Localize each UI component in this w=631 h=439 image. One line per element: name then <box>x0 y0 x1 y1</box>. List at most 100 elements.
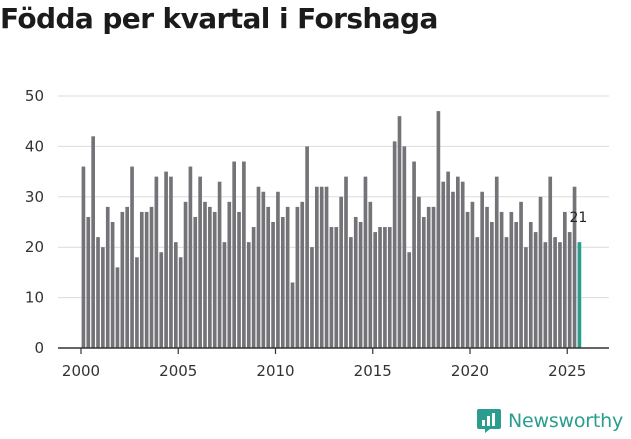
bar <box>203 201 207 348</box>
bar <box>387 227 392 348</box>
bar-latest <box>577 242 582 348</box>
brand-name: Newsworthy <box>508 410 624 432</box>
bar <box>120 211 125 348</box>
bar <box>91 136 95 348</box>
y-tick-label: 0 <box>34 339 44 357</box>
chart-title: Födda per kvartal i Forshaga <box>0 2 438 35</box>
x-axis: 2000 2005 2010 2015 2020 2025 <box>58 347 609 380</box>
bar <box>553 237 557 348</box>
bar <box>538 196 543 348</box>
bar <box>499 211 504 348</box>
bar <box>436 111 441 349</box>
bar <box>173 242 178 348</box>
bar <box>178 257 183 348</box>
bar <box>558 242 562 348</box>
bar <box>460 181 465 348</box>
x-tick-label: 2025 <box>548 362 586 380</box>
y-tick-label: 50 <box>25 87 44 105</box>
x-tick-label: 2015 <box>354 362 392 380</box>
bar <box>441 181 446 348</box>
bars <box>81 111 582 349</box>
bar <box>169 176 173 348</box>
bar <box>480 191 484 348</box>
bar <box>315 186 319 348</box>
bar <box>295 206 300 348</box>
bar <box>334 227 339 348</box>
bar <box>246 242 251 348</box>
bar <box>125 206 130 348</box>
bar <box>139 211 144 348</box>
bar <box>402 146 407 348</box>
bar <box>319 186 324 348</box>
bar <box>431 206 436 348</box>
x-tick-label: 2000 <box>62 362 100 380</box>
bar <box>271 222 275 348</box>
bar <box>256 186 261 348</box>
bar <box>567 232 572 348</box>
bar <box>237 211 241 348</box>
x-tick-label: 2010 <box>256 362 294 380</box>
bar <box>222 242 227 348</box>
bar <box>465 211 470 348</box>
y-tick-label: 10 <box>25 289 44 307</box>
bar <box>276 191 280 348</box>
bar <box>412 161 416 348</box>
bar <box>144 211 149 348</box>
data-labels: 21 <box>569 210 587 226</box>
bar <box>548 176 553 348</box>
bar <box>490 222 494 348</box>
bar <box>397 116 402 348</box>
bar <box>373 232 378 348</box>
bar <box>378 227 382 348</box>
bar <box>383 227 387 348</box>
bar <box>324 186 329 348</box>
bar <box>285 206 290 348</box>
bar <box>485 206 489 348</box>
bar <box>300 201 305 348</box>
bar <box>426 206 431 348</box>
bar <box>242 161 246 348</box>
bar <box>562 211 567 348</box>
bar <box>344 176 348 348</box>
latest-value-label: 21 <box>569 210 587 226</box>
x-tick-label: 2005 <box>159 362 197 380</box>
bar <box>217 181 222 348</box>
bar <box>504 237 509 348</box>
bar <box>227 201 232 348</box>
brand: Newsworthy <box>476 408 623 434</box>
bar <box>543 242 548 348</box>
bar <box>329 227 334 348</box>
bar <box>349 237 353 348</box>
bar <box>310 247 314 348</box>
bar <box>514 222 519 348</box>
bar <box>198 176 202 348</box>
bar <box>149 206 154 348</box>
bar <box>105 206 110 348</box>
y-tick-label: 30 <box>25 188 44 206</box>
newsworthy-logo-icon <box>477 409 501 433</box>
bar <box>96 237 100 348</box>
bar <box>86 216 91 348</box>
bar <box>533 232 538 348</box>
y-tick-label: 40 <box>25 137 44 155</box>
bar <box>159 252 164 348</box>
y-tick-label: 20 <box>25 238 44 256</box>
bar <box>451 191 455 348</box>
bar <box>290 282 295 348</box>
bar <box>353 216 358 348</box>
bar <box>305 146 309 348</box>
bar <box>494 176 499 348</box>
bar <box>475 237 480 348</box>
bar <box>261 191 266 348</box>
bar <box>212 211 217 348</box>
bar <box>421 216 426 348</box>
bar <box>115 267 120 348</box>
bar <box>417 196 421 348</box>
bar <box>81 166 86 348</box>
y-axis-labels: 0 10 20 30 40 50 <box>25 87 44 357</box>
bar <box>446 171 450 348</box>
bar <box>193 216 198 348</box>
bar <box>208 206 212 348</box>
